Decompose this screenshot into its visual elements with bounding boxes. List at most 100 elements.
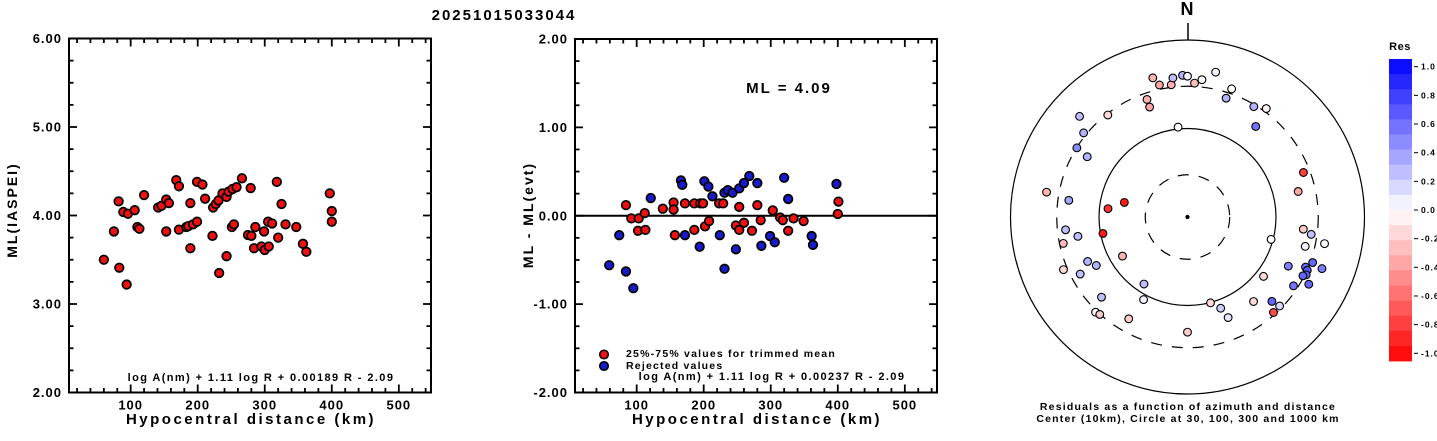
left-plot-data-point: [185, 243, 196, 254]
colorbar-tick-label: 0.6: [1421, 119, 1436, 129]
colorbar-tick-label: -0.2: [1421, 234, 1437, 244]
polar-data-point: [1320, 239, 1329, 249]
middle-plot-x-tick-label: 200: [691, 398, 716, 413]
polar-data-point: [1317, 264, 1327, 274]
colorbar-block: [1389, 149, 1412, 166]
middle-plot-data-point-rejected: [614, 230, 625, 241]
colorbar-tick-label: -0.4: [1421, 262, 1437, 272]
middle-plot-data-point-trimmed: [746, 225, 758, 236]
left-plot-x-tick-label: 100: [118, 398, 143, 413]
left-plot-data-point: [246, 230, 257, 242]
colorbar-tick-label: 0.2: [1421, 176, 1436, 186]
polar-data-point: [1119, 197, 1129, 207]
middle-plot-data-point-trimmed: [752, 199, 763, 211]
middle-plot-data-point-trimmed: [767, 205, 778, 216]
colorbar-tick-label: 0.0: [1421, 205, 1436, 215]
polar-data-point: [1266, 234, 1276, 244]
legend-marker-trimmed: [598, 349, 610, 360]
colorbar-block: [1389, 255, 1412, 271]
middle-plot-data-point-rejected: [677, 179, 688, 190]
middle-plot-data-point-trimmed: [777, 215, 788, 226]
left-y-axis-label: ML(IASPEI): [4, 162, 20, 258]
left-plot-data-point: [185, 197, 196, 209]
polar-data-point: [1251, 122, 1261, 131]
left-plot-data-point: [191, 216, 203, 227]
left-plot-data-point: [291, 221, 302, 233]
left-plot-data-point: [236, 173, 248, 184]
middle-plot-data-point-trimmed: [788, 213, 799, 224]
left-plot-data-point: [98, 254, 110, 265]
colorbar-block: [1389, 119, 1412, 135]
colorbar-block: [1389, 194, 1412, 211]
middle-plot-data-point-rejected: [752, 177, 763, 189]
middle-plot-data-point-trimmed: [734, 201, 745, 213]
left-x-axis-label: Hypocentral distance (km): [125, 411, 377, 428]
colorbar-tick-label: 0.4: [1421, 148, 1436, 158]
polar-data-point: [1249, 297, 1258, 306]
left-plot-data-point: [273, 232, 284, 243]
polar-data-point: [1300, 241, 1310, 251]
colorbar-tick-label: -0.6: [1421, 291, 1437, 301]
left-plot-data-point: [280, 219, 291, 230]
polar-data-point: [1073, 231, 1083, 241]
left-plot-data-point: [173, 181, 185, 192]
polar-data-point: [1075, 111, 1085, 121]
left-plot-data-point: [207, 230, 218, 242]
middle-plot-data-point-trimmed: [689, 224, 700, 236]
polar-data-point: [1223, 313, 1233, 322]
middle-plot-data-point-trimmed: [833, 196, 844, 207]
polar-data-point: [1183, 71, 1192, 81]
polar-data-point: [1190, 78, 1199, 88]
middle-plot-data-point-trimmed: [640, 224, 651, 236]
middle-plot-data-point-trimmed: [639, 207, 650, 219]
left-plot-data-point: [245, 182, 256, 194]
polar-data-point: [1197, 75, 1207, 85]
left-plot-data-point: [231, 182, 242, 193]
polar-data-point: [1308, 258, 1318, 268]
polar-data-point: [1304, 279, 1314, 289]
colorbar-block: [1389, 315, 1412, 332]
polar-data-point: [1091, 261, 1101, 270]
middle-plot-data-point-rejected: [779, 172, 790, 183]
middle-y-axis-label: ML - ML(evt): [520, 161, 536, 269]
colorbar-tick-label: 1.0: [1421, 62, 1436, 72]
middle-plot-data-point-rejected: [714, 230, 725, 241]
middle-plot-data-point-trimmed: [657, 203, 668, 214]
middle-plot-data-point-rejected: [756, 240, 767, 251]
middle-plot-y-tick-label: 2.00: [539, 32, 568, 47]
polar-data-point: [1267, 296, 1277, 306]
polar-data-point: [1293, 187, 1303, 196]
polar-data-point: [1118, 251, 1127, 261]
polar-data-point: [1083, 257, 1093, 266]
left-plot-data-point: [199, 193, 211, 204]
left-plot-data-point: [250, 221, 261, 233]
middle-plot-data-point-rejected: [620, 266, 632, 277]
middle-plot-data-point-trimmed: [620, 199, 632, 211]
left-plot-data-point: [114, 262, 125, 273]
polar-data-point: [1259, 271, 1268, 281]
middle-plot-data-point-trimmed: [718, 198, 729, 209]
colorbar-block: [1389, 285, 1412, 301]
middle-plot-data-point-rejected: [679, 230, 691, 241]
colorbar-block: [1389, 300, 1412, 317]
polar-data-point: [1139, 295, 1149, 305]
polar-data-point: [1059, 265, 1068, 275]
middle-plot-y-tick-label: -1.00: [533, 297, 568, 312]
middle-equation-text: log A(nm) + 1.11 log R + 0.00237 R - 2.0…: [638, 371, 906, 383]
middle-plot-data-point-rejected: [831, 178, 842, 190]
polar-data-point: [1183, 327, 1192, 337]
left-plot-x-tick-label: 200: [185, 398, 210, 413]
colorbar-block: [1389, 89, 1412, 105]
polar-data-point: [1216, 303, 1226, 313]
polar-ring-300km: [1056, 85, 1319, 349]
polar-data-point: [1139, 279, 1149, 289]
left-plot-data-point: [324, 188, 335, 199]
middle-plot-data-point-rejected: [628, 283, 639, 294]
middle-plot-data-point-rejected: [806, 230, 817, 242]
left-plot-data-point: [134, 223, 145, 234]
polar-data-point: [1124, 314, 1134, 324]
middle-plot-x-tick-label: 400: [825, 398, 850, 413]
left-plot-data-point: [258, 226, 270, 237]
left-plot-data-point: [326, 205, 337, 217]
